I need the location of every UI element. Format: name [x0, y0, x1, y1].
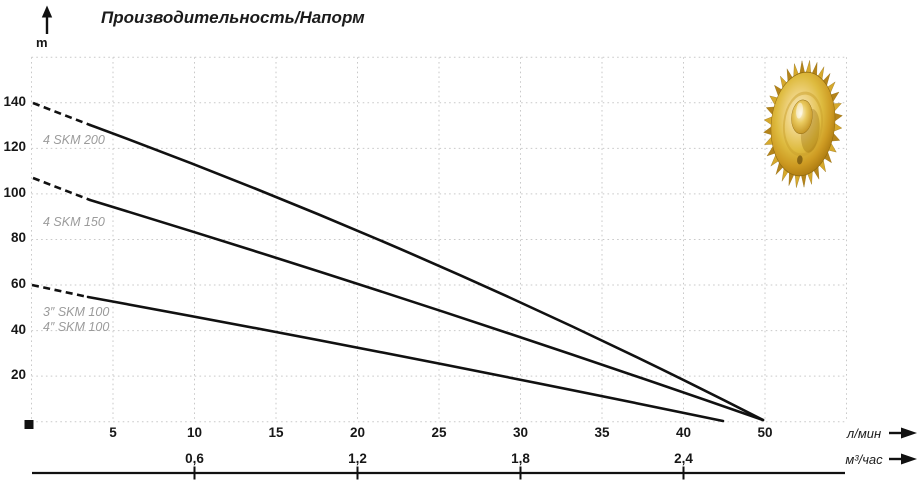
series-label: 4 SKM 150 — [43, 215, 105, 229]
x-tick-label: 35 — [594, 425, 610, 440]
x-secondary-tick-label: 1,2 — [348, 451, 367, 466]
y-tick-label: 20 — [10, 367, 26, 383]
y-tick-label: 120 — [3, 139, 26, 155]
axis-arrows — [41, 5, 917, 465]
x-axis-primary-unit-label: л/мин — [846, 426, 882, 441]
y-tick-label: 140 — [3, 93, 26, 109]
x-tick-label: 50 — [757, 425, 773, 440]
pump-curve — [31, 283, 725, 423]
x-tick-label: 15 — [268, 425, 284, 440]
x-tick-label: 20 — [349, 425, 366, 440]
series-label: 3″ SKM 100 — [43, 305, 110, 319]
pump-curve — [32, 101, 765, 422]
y-axis-unit-label: m — [36, 35, 48, 50]
y-tick-label: 80 — [10, 230, 26, 246]
x-secondary-tick-label: 1,8 — [511, 451, 530, 466]
x-secondary-tick-label: 0,6 — [185, 451, 204, 466]
x-axis-secondary-unit-label: м³/час — [845, 452, 883, 467]
x-tick-label: 25 — [431, 425, 447, 440]
x-tick-label: 10 — [186, 425, 203, 440]
y-tick-label: 100 — [3, 184, 26, 200]
chart-title: Производительность/Напорм — [101, 8, 365, 27]
impeller-image — [763, 59, 843, 189]
x-tick-label: 40 — [675, 425, 692, 440]
origin-marker — [24, 420, 34, 429]
x-tick-label: 5 — [109, 425, 117, 440]
series-label: 4 SKM 200 — [43, 133, 105, 147]
grid-lines — [31, 56, 847, 423]
y-tick-label: 60 — [10, 276, 26, 291]
series-label: 4″ SKM 100 — [43, 320, 110, 334]
x-tick-label: 30 — [512, 425, 529, 440]
secondary-axis-line — [32, 466, 845, 480]
x-secondary-tick-label: 2,4 — [674, 451, 693, 466]
y-tick-label: 40 — [10, 321, 26, 337]
pump-curve — [32, 176, 765, 422]
